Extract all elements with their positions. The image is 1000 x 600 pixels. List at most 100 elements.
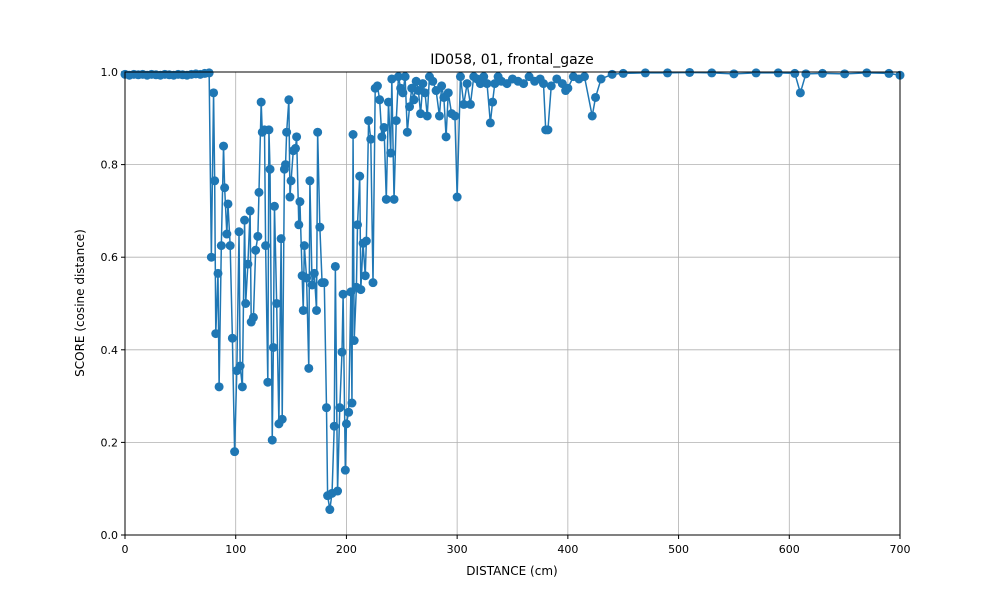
data-point <box>227 333 237 343</box>
x-tick-label: 500 <box>668 543 689 556</box>
data-point <box>398 88 408 98</box>
data-point <box>285 192 295 202</box>
data-point <box>299 241 309 251</box>
data-point <box>377 132 387 142</box>
data-point <box>355 171 365 181</box>
data-point <box>211 329 221 339</box>
data-point <box>405 102 415 112</box>
data-point <box>312 305 322 315</box>
data-point <box>381 194 391 204</box>
data-point <box>479 72 489 82</box>
data-point <box>325 505 335 515</box>
data-point <box>773 68 783 78</box>
data-point <box>292 132 302 142</box>
data-point <box>539 79 548 89</box>
data-point <box>304 363 314 373</box>
data-point <box>443 88 453 98</box>
data-point <box>455 72 465 82</box>
data-point <box>344 407 354 417</box>
data-point <box>596 74 606 84</box>
data-point <box>364 116 374 126</box>
data-point <box>563 83 573 93</box>
data-point <box>391 116 401 126</box>
data-point <box>248 312 258 322</box>
y-tick-label: 0.2 <box>101 436 119 449</box>
data-point <box>235 361 245 371</box>
data-point <box>329 421 339 431</box>
data-point <box>607 69 617 79</box>
data-point <box>729 69 739 79</box>
data-point <box>216 241 226 251</box>
data-point <box>591 92 601 102</box>
y-tick-label: 0.0 <box>101 529 119 542</box>
data-point <box>286 176 296 186</box>
data-point <box>223 199 233 209</box>
y-tick-label: 1.0 <box>101 66 119 79</box>
data-point <box>295 197 305 207</box>
data-point <box>818 68 827 78</box>
data-point <box>485 118 495 128</box>
data-point <box>372 81 382 91</box>
x-tick-label: 200 <box>336 543 357 556</box>
y-axis-label: SCORE (cosine distance) <box>73 229 87 377</box>
data-point <box>375 95 385 105</box>
data-point <box>264 125 274 135</box>
data-point <box>663 68 672 78</box>
data-point <box>241 299 251 308</box>
data-point <box>618 68 628 78</box>
data-point <box>335 403 345 413</box>
data-point <box>790 68 800 78</box>
data-point <box>368 278 378 288</box>
data-point <box>263 377 273 387</box>
data-point <box>220 183 230 193</box>
data-point <box>277 414 287 424</box>
data-point <box>482 79 492 89</box>
y-tick-label: 0.4 <box>101 344 119 357</box>
data-point <box>450 111 460 121</box>
data-point <box>213 268 223 278</box>
chart-title: ID058, 01, frontal_gaze <box>430 52 593 68</box>
data-point <box>337 347 347 357</box>
data-point <box>322 403 331 413</box>
data-point <box>298 305 308 315</box>
data-point <box>459 99 469 109</box>
data-point <box>230 447 240 457</box>
data-point <box>338 289 348 299</box>
data-point <box>366 134 376 144</box>
data-point <box>214 382 224 392</box>
data-point <box>282 127 292 137</box>
data-point <box>251 245 261 255</box>
data-point <box>420 88 430 98</box>
data-point <box>418 79 428 89</box>
data-point <box>488 97 498 107</box>
data-point <box>225 241 235 251</box>
data-point <box>434 111 444 121</box>
data-point <box>393 72 403 82</box>
data-point <box>452 192 462 202</box>
x-tick-label: 700 <box>890 543 911 556</box>
data-point <box>475 79 485 89</box>
data-point <box>347 398 357 408</box>
data-point <box>389 194 399 204</box>
data-point <box>210 176 220 186</box>
data-point <box>284 95 294 105</box>
x-tick-label: 300 <box>447 543 468 556</box>
data-point <box>330 261 340 271</box>
data-point <box>587 111 597 121</box>
x-axis-label: DISTANCE (cm) <box>466 564 557 578</box>
data-point <box>261 241 271 251</box>
data-point <box>579 72 589 82</box>
x-tick-label: 600 <box>779 543 800 556</box>
data-point <box>313 127 323 137</box>
data-point <box>707 68 717 78</box>
data-point <box>356 285 366 295</box>
data-point <box>268 342 278 352</box>
data-point <box>361 236 371 246</box>
data-point <box>319 278 329 288</box>
data-point <box>245 206 255 216</box>
data-point <box>256 97 266 107</box>
data-point <box>348 130 358 140</box>
data-point <box>237 382 247 392</box>
x-tick-label: 400 <box>557 543 578 556</box>
